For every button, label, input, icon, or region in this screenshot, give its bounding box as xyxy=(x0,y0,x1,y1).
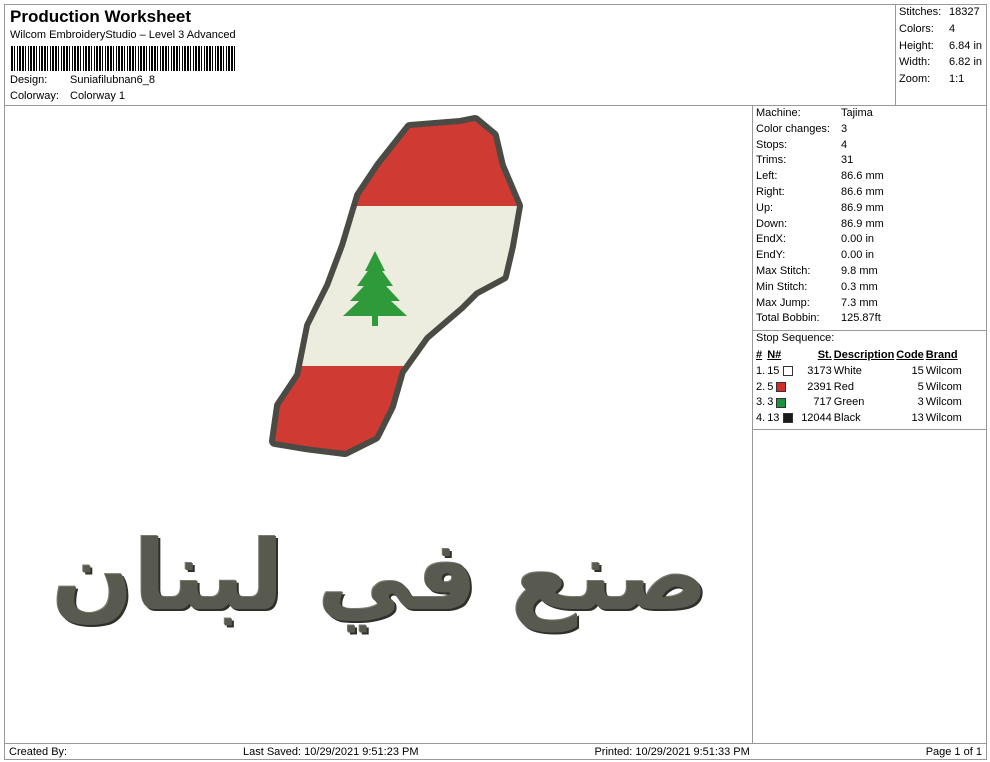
footer: Created By: Last Saved: 10/29/2021 9:51:… xyxy=(4,743,987,760)
page-number: Page 1 of 1 xyxy=(925,745,982,758)
lebanon-map-flag xyxy=(5,106,753,744)
barcode xyxy=(11,46,237,71)
info-row: Color changes: 3 xyxy=(756,122,848,135)
info-row: Right: 86.6 mm xyxy=(756,185,884,198)
last-saved: Last Saved: 10/29/2021 9:51:23 PM xyxy=(243,745,419,758)
created-by: Created By: xyxy=(9,745,68,758)
info-row: Min Stitch: 0.3 mm xyxy=(756,280,878,293)
cedar-tree-icon xyxy=(343,251,407,326)
info-row: Left: 86.6 mm xyxy=(756,170,884,183)
arabic-calligraphy: صنع في لبنان xyxy=(51,520,709,632)
info-row: Down: 86.9 mm xyxy=(756,217,884,230)
stat-row: Width: 6.82 in xyxy=(899,56,983,69)
stop-row: 2. 5 2391 Red 5 Wilcom xyxy=(756,380,962,393)
page-title: Production Worksheet xyxy=(10,7,192,26)
info-row: EndY: 0.00 in xyxy=(756,249,875,262)
color-swatch xyxy=(782,413,793,424)
color-swatch xyxy=(776,397,787,408)
stop-row: 1. 15 3173 White 15 Wilcom xyxy=(756,364,962,377)
stop-sequence: Stop Sequence: # N# St. Description Code… xyxy=(753,330,986,431)
info-row: EndX: 0.00 in xyxy=(756,233,875,246)
worksheet-header: Production Worksheet Wilcom EmbroiderySt… xyxy=(4,4,896,106)
flag-red-top xyxy=(275,121,517,206)
design-stats: Stitches: 18327 Colors: 4 Height: 6.84 in Widt… xyxy=(895,4,987,106)
flag-red-bottom xyxy=(275,366,517,451)
machine-info-panel: Machine: Tajima Color changes: 3 Stops: 4 Trim… xyxy=(752,105,987,744)
info-row: Max Jump: 7.3 mm xyxy=(756,296,878,309)
info-row: Trims: 31 xyxy=(756,154,854,167)
color-swatch xyxy=(782,365,793,376)
stop-sequence-table: # N# St. Description Code Brand 1. 15 317… xyxy=(756,349,962,425)
stat-row: Height: 6.84 in xyxy=(899,39,983,52)
stop-sequence-label: Stop Sequence: xyxy=(756,332,835,345)
design-row: Design: Suniafilubnan6_8 xyxy=(10,74,156,86)
stop-row: 3. 3 717 Green 3 Wilcom xyxy=(756,396,962,409)
colorway-row: Colorway: Colorway 1 xyxy=(10,90,126,102)
design-preview: صنع في لبنان xyxy=(4,105,753,744)
info-row: Stops: 4 xyxy=(756,138,848,151)
printed-date: Printed: 10/29/2021 9:51:33 PM xyxy=(594,745,750,758)
info-row: Up: 86.9 mm xyxy=(756,201,884,214)
stat-row: Colors: 4 xyxy=(899,22,956,35)
color-swatch xyxy=(776,381,787,392)
stat-row: Stitches: 18327 xyxy=(899,6,980,18)
info-row: Machine: Tajima xyxy=(756,107,873,119)
stat-row: Zoom: 1:1 xyxy=(899,73,965,86)
software-name: Wilcom EmbroideryStudio – Level 3 Advanc… xyxy=(10,29,236,41)
info-row: Total Bobbin: 125.87ft xyxy=(756,312,881,325)
info-row: Max Stitch: 9.8 mm xyxy=(756,264,878,277)
stop-row: 4. 13 12044 Black 13 Wilcom xyxy=(756,412,962,425)
